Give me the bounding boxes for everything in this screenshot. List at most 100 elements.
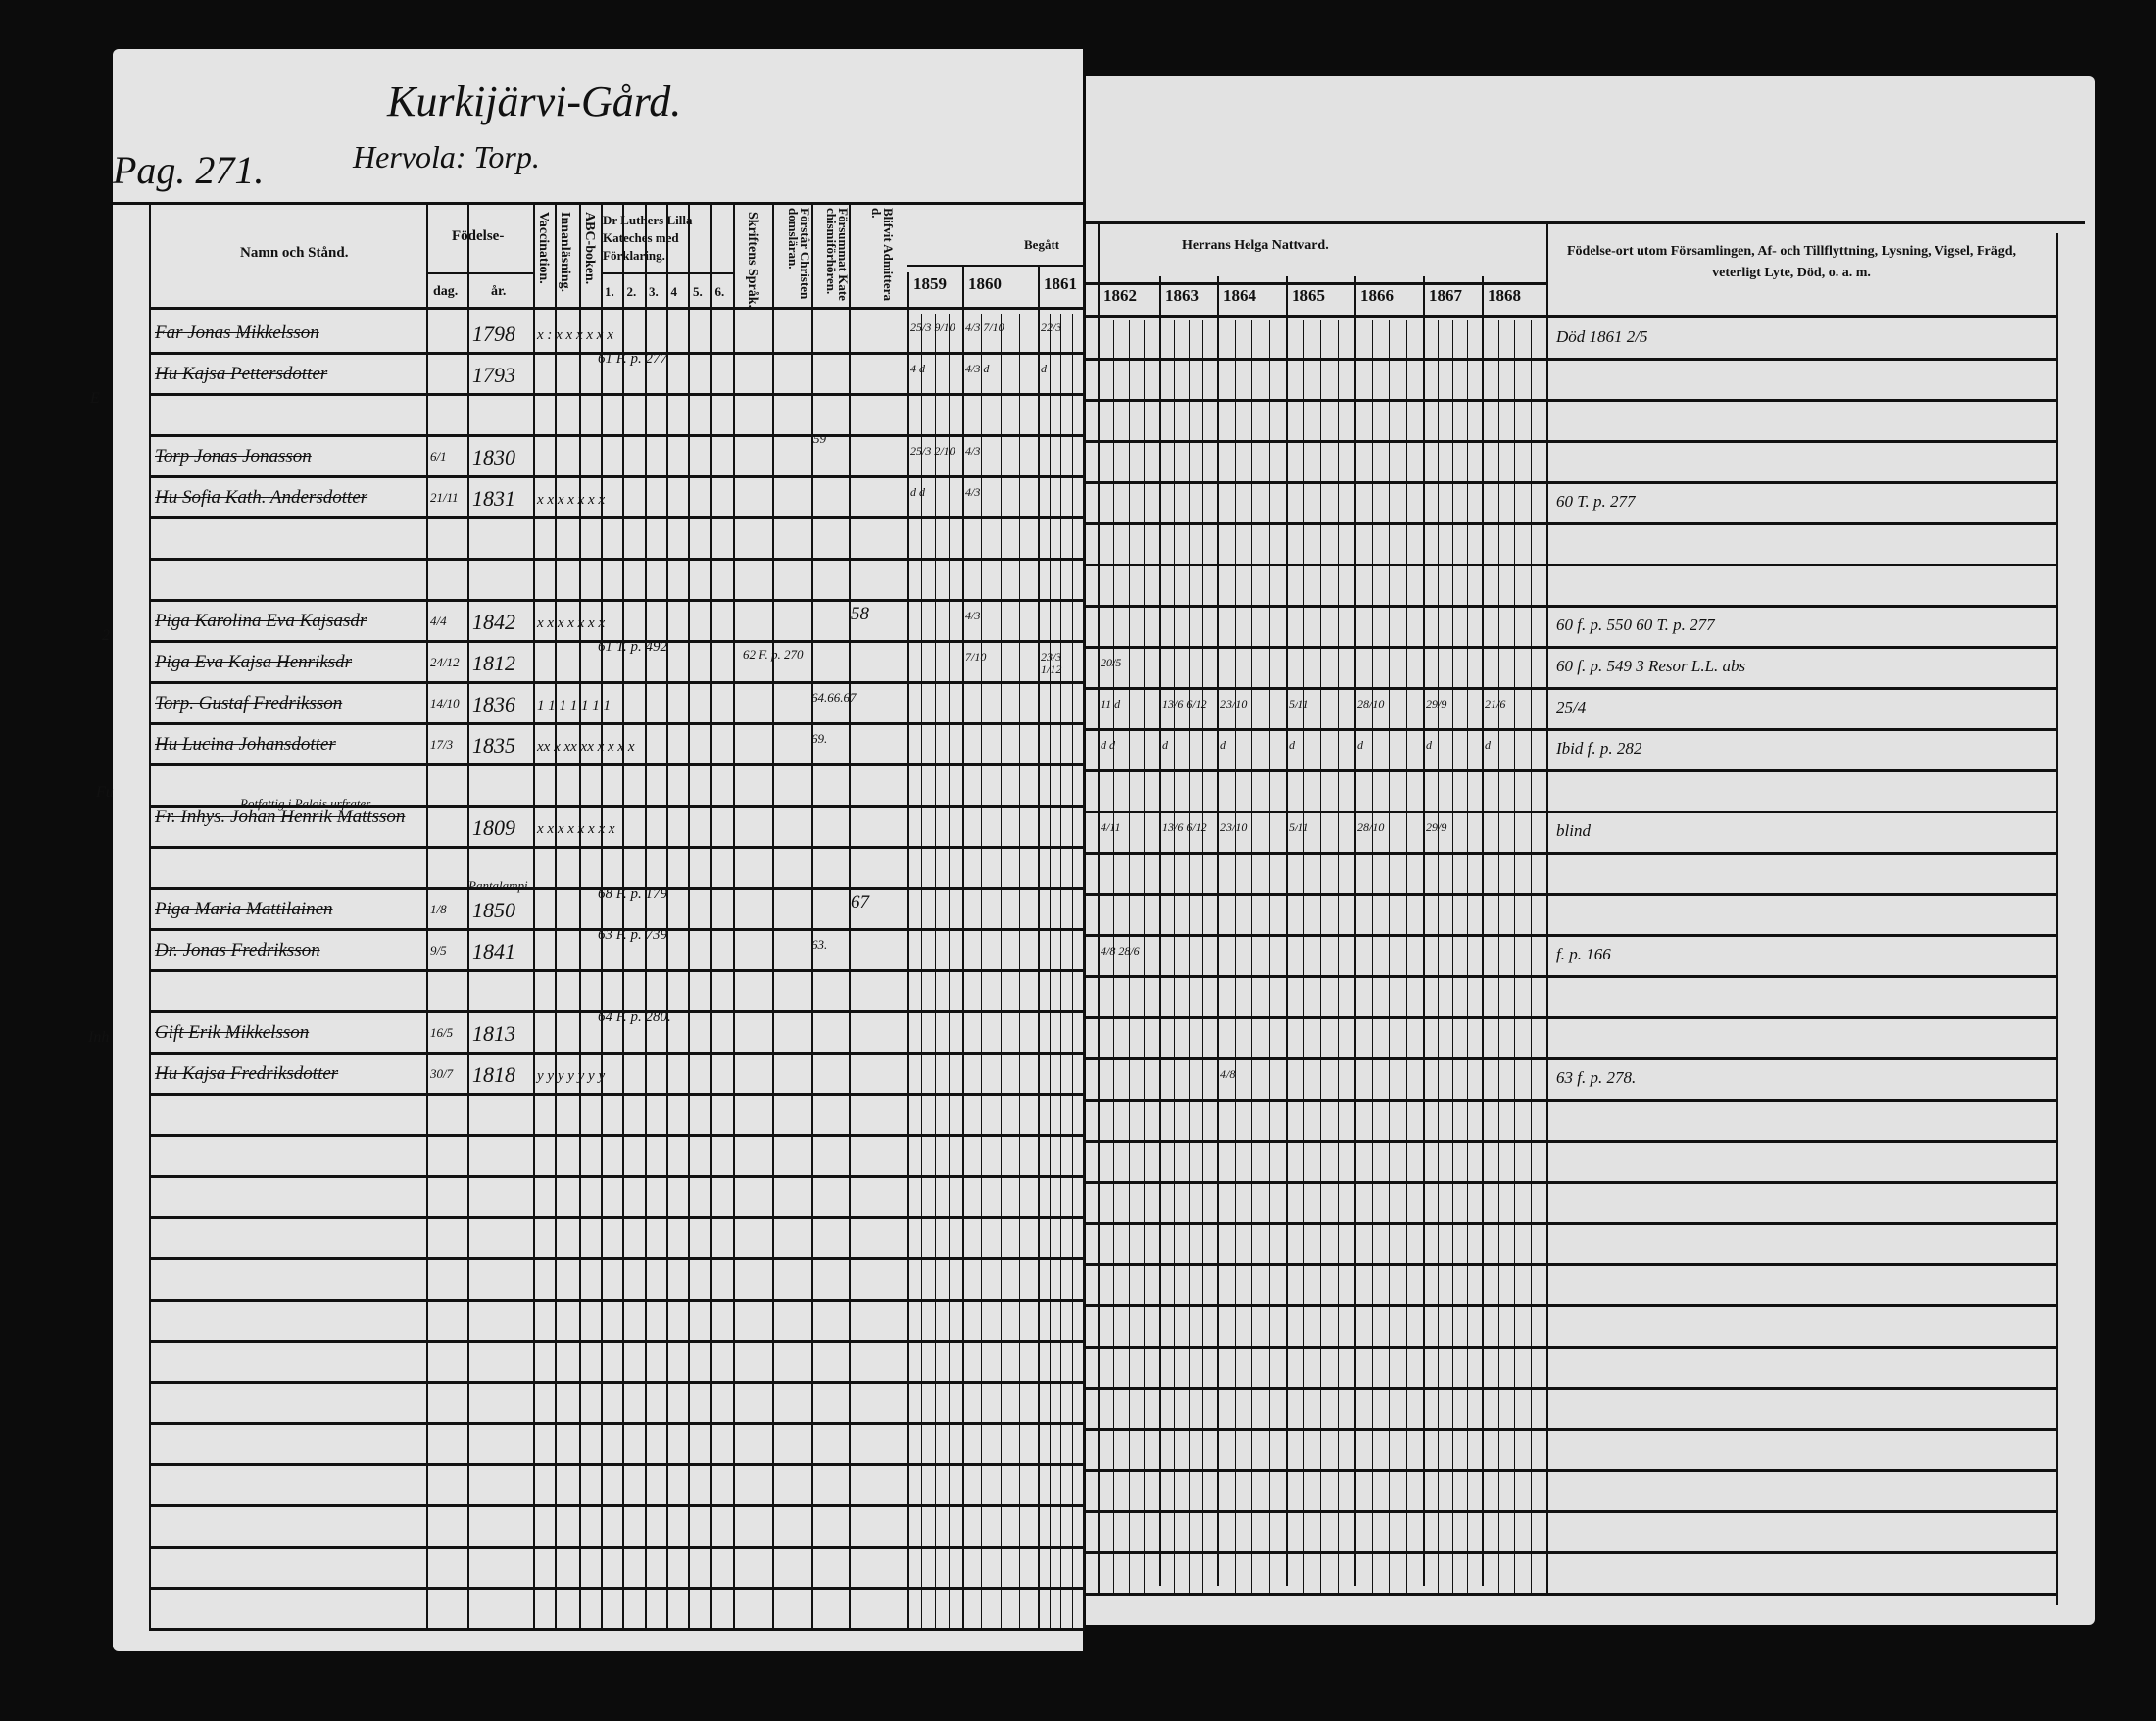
remark: 60 T. p. 277 xyxy=(1556,492,1636,511)
reading-marks: 64 F. p. 280. xyxy=(598,1009,671,1025)
person-name: Piga Karolina Eva Kajsasdr xyxy=(155,611,368,631)
column-rule xyxy=(811,204,813,1631)
remark: 60 f. p. 550 60 T. p. 277 xyxy=(1556,615,1715,634)
admitted-mark: 58 xyxy=(851,604,869,624)
year-subcolumn-rule xyxy=(1438,320,1439,1596)
right-ledger-page: Herrans Helga Nattvard. Födelse-ort utom… xyxy=(1086,76,2095,1625)
header-luther-part: 5. xyxy=(693,284,703,299)
year-subcolumn-rule xyxy=(1389,320,1390,1596)
year-subcolumn-rule xyxy=(1452,320,1453,1596)
reading-marks: 61 T. p. 492 xyxy=(598,639,667,655)
communion-date-1864: 4/8 xyxy=(1220,1067,1236,1081)
year-subcolumn-rule xyxy=(1113,320,1114,1596)
communion-date-1865: d xyxy=(1289,738,1295,752)
birth-day: 14/10 xyxy=(430,696,460,711)
birth-year: 1830 xyxy=(472,445,515,469)
header-scripture: Skriftens Språk. xyxy=(745,212,760,309)
communion-date-1860: 4/3 xyxy=(965,485,981,499)
year-subcolumn-rule xyxy=(1072,314,1073,1631)
communion-date-1863: d xyxy=(1162,738,1168,752)
year-subcolumn-rule xyxy=(1406,320,1407,1596)
header-birth: Födelse- xyxy=(452,228,505,244)
communion-date-1862: d d xyxy=(1101,738,1115,752)
person-name: Hu Kajsa Pettersdotter xyxy=(155,364,328,384)
person-name: Torp Jonas Jonasson xyxy=(155,446,312,467)
left-row-rules xyxy=(149,314,1083,1631)
column-rule xyxy=(1098,223,1100,1596)
year-subcolumn-rule xyxy=(1001,314,1002,1631)
header-year-1868: 1868 xyxy=(1488,286,1521,305)
remark: 25/4 xyxy=(1556,698,1587,716)
birth-day: 24/12 xyxy=(430,655,460,669)
year-subcolumn-rule xyxy=(1202,320,1203,1596)
communion-date-1868: 21/6 xyxy=(1485,697,1506,711)
birth-year: 1831 xyxy=(472,486,515,511)
birth-day: 9/5 xyxy=(430,943,447,958)
column-rule xyxy=(645,204,647,1631)
year-subcolumn-rule xyxy=(981,314,982,1631)
header-luther-part: 3. xyxy=(649,284,659,299)
header-communion: Herrans Helga Nattvard. xyxy=(1182,238,1329,253)
year-subcolumn-rule xyxy=(1235,320,1236,1596)
person-name: Hu Kajsa Fredriksdotter xyxy=(155,1063,339,1084)
communion-date-1868: d xyxy=(1485,738,1491,752)
header-begatt: Begått xyxy=(1024,237,1060,252)
remark: Död 1861 2/5 xyxy=(1556,327,1648,346)
column-rule xyxy=(907,272,909,1631)
birth-year: 1813 xyxy=(472,1021,515,1046)
left-ledger-page: Pag. 271. Kurkijärvi-Gård. Hervola: Torp… xyxy=(113,49,1085,1651)
header-top-rule xyxy=(1086,221,2085,224)
column-rule xyxy=(2056,233,2058,1605)
extra-note: 62 F. p. 270 xyxy=(743,647,804,662)
margin-mark: Fu xyxy=(96,784,114,801)
communion-date-1860: 4/3 d xyxy=(965,362,990,375)
person-name: Torp. Gustaf Fredriksson xyxy=(155,693,343,713)
row-note: Pantalampi xyxy=(468,878,528,893)
birth-day: 17/3 xyxy=(430,737,454,752)
communion-date-1860: 4/3 xyxy=(965,609,981,622)
column-rule xyxy=(710,204,712,1631)
header-reading: Innanläsning. xyxy=(558,212,572,293)
communion-date-1864: 23/10 xyxy=(1220,820,1248,834)
reading-marks: x x x x x x x x xyxy=(537,821,615,837)
person-name: Piga Maria Mattilainen xyxy=(155,899,333,919)
year-subcolumn-rule xyxy=(1019,314,1020,1631)
communion-date-1860: 4/3 xyxy=(965,444,981,458)
page-label: Pag. 271. xyxy=(113,148,265,192)
luther-sub-rule xyxy=(601,272,733,274)
header-luther-part: 4 xyxy=(670,284,678,299)
communion-date-1859: 4 d xyxy=(910,362,925,375)
year-subcolumn-rule xyxy=(1189,320,1190,1596)
header-year-1862: 1862 xyxy=(1103,286,1137,305)
communion-date-1859: d d xyxy=(910,485,925,499)
year-column-rule xyxy=(1482,276,1484,1586)
year-subcolumn-rule xyxy=(1050,314,1051,1631)
person-name: Piga Eva Kajsa Henriksdr xyxy=(155,652,353,672)
communion-date-1862: 4/8 28/6 xyxy=(1101,944,1140,958)
communion-date-1863: 13/6 6/12 xyxy=(1162,697,1207,711)
christianity-mark: 69. xyxy=(811,731,828,746)
birth-year: 1836 xyxy=(472,692,515,716)
column-rule xyxy=(555,204,557,1631)
communion-date-1862: 4/11 xyxy=(1101,820,1121,834)
reading-marks: 68 F. p. 179 xyxy=(598,886,667,902)
header-birth-year: år. xyxy=(491,284,507,299)
header-remarks: Födelse-ort utom Församlingen, Af- och T… xyxy=(1566,244,2016,280)
communion-date-1865: 5/11 xyxy=(1289,820,1309,834)
birth-year: 1793 xyxy=(472,363,515,387)
communion-date-1861: 23/3 1/12 xyxy=(1041,650,1062,676)
header-year-1867: 1867 xyxy=(1429,286,1462,305)
reading-marks: y y y y y y y xyxy=(537,1068,606,1084)
communion-date-1860: 7/10 xyxy=(965,650,987,664)
year-subcolumn-rule xyxy=(1174,320,1175,1596)
communion-date-1867: 29/9 xyxy=(1426,820,1447,834)
year-subcolumn-rule xyxy=(1467,320,1468,1596)
communion-date-1866: 28/10 xyxy=(1357,697,1385,711)
margin-mark: 2 xyxy=(102,627,110,644)
communion-date-1859: 25/3 2/10 xyxy=(910,444,956,458)
farm-title: Kurkijärvi-Gård. xyxy=(387,77,682,125)
header-year-1860: 1860 xyxy=(968,274,1002,293)
header-year-1866: 1866 xyxy=(1360,286,1394,305)
year-subcolumn-rule xyxy=(1531,320,1532,1596)
year-subheader-rule xyxy=(1086,282,1546,285)
